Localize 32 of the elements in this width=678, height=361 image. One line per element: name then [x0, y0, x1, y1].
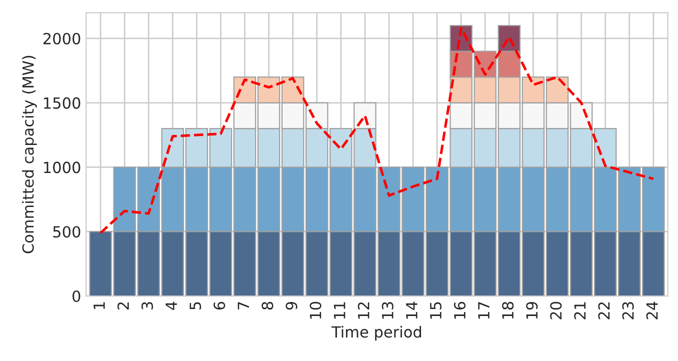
- x-tick-label: 4: [166, 302, 177, 310]
- x-tick-label: 23: [622, 302, 634, 320]
- x-tick-label: 7: [238, 302, 249, 310]
- x-tick-label: 5: [190, 302, 202, 310]
- x-tick-label: 19: [526, 302, 538, 319]
- y-tick-label: 2000: [43, 32, 80, 44]
- y-tick-label: 0: [72, 290, 80, 302]
- x-tick-label: 14: [406, 302, 418, 319]
- x-tick-label: 24: [646, 302, 658, 320]
- x-tick-label: 6: [214, 302, 226, 310]
- x-tick-label: 9: [286, 302, 298, 310]
- y-tick-label: 500: [53, 226, 80, 238]
- x-tick-label: 1: [94, 302, 105, 309]
- x-axis-title: Time period: [331, 326, 422, 341]
- line-series: [99, 26, 655, 234]
- x-tick-label: 8: [262, 302, 274, 310]
- x-tick-label: 10: [310, 302, 322, 319]
- x-tick-label: 12: [358, 302, 370, 319]
- x-tick-label: 16: [454, 302, 466, 319]
- x-tick-label: 13: [382, 302, 394, 319]
- y-tick-label: 1500: [44, 97, 80, 109]
- x-tick-label: 11: [334, 302, 346, 319]
- y-axis-title: Committed capacity (MW): [22, 56, 37, 254]
- x-tick-label: 20: [550, 302, 562, 320]
- x-tick-label: 15: [430, 302, 442, 319]
- x-tick-label: 18: [502, 302, 514, 319]
- x-tick-label: 22: [598, 302, 610, 320]
- x-tick-label: 17: [478, 302, 490, 319]
- x-tick-label: 3: [141, 302, 154, 310]
- x-tick-label: 21: [574, 302, 586, 320]
- x-tick-label: 2: [117, 302, 129, 310]
- y-tick-label: 1000: [44, 162, 80, 174]
